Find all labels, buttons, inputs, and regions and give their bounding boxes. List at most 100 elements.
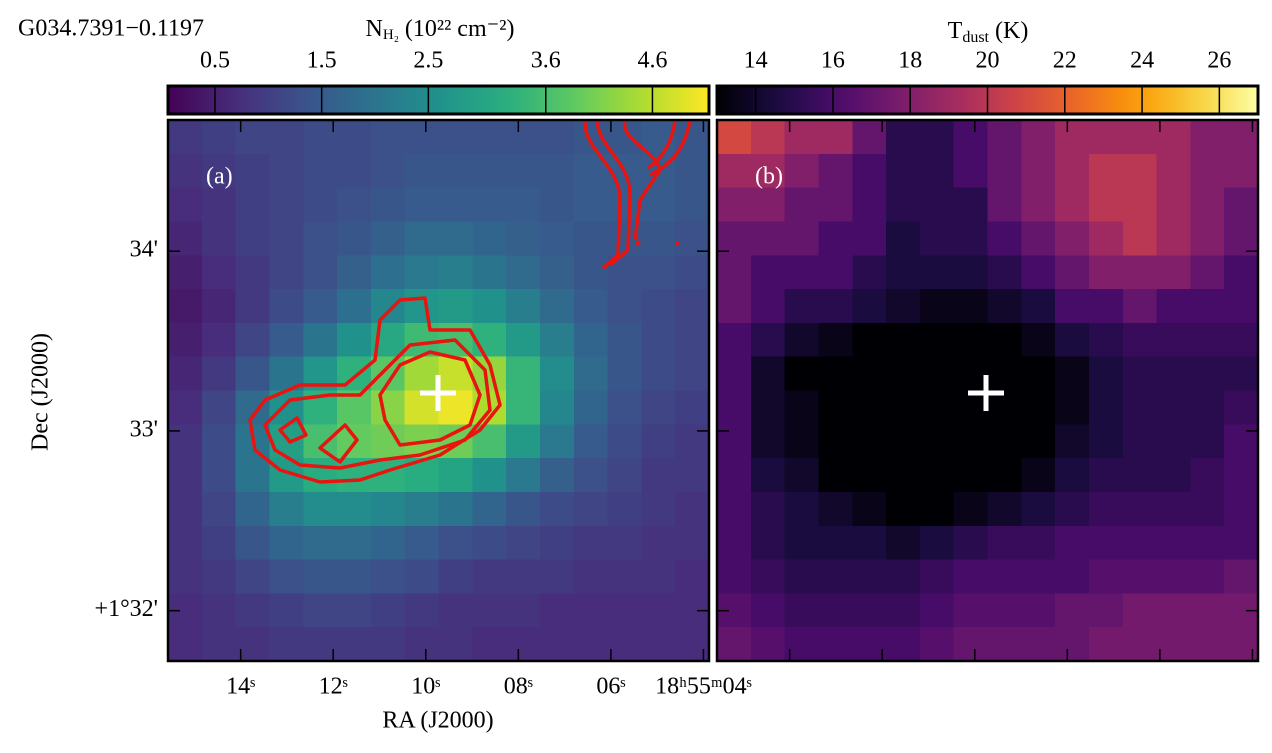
heatmap-cell	[201, 627, 237, 662]
heatmap-cell	[919, 221, 955, 256]
heatmap-cell	[1055, 491, 1090, 527]
heatmap-cell	[337, 525, 372, 561]
heatmap-cell	[539, 390, 575, 425]
heatmap-cell	[573, 627, 609, 662]
heatmap-cell	[303, 424, 338, 459]
heatmap-cell	[370, 153, 406, 189]
heatmap-cell	[168, 559, 203, 594]
heatmap-cell	[539, 627, 575, 662]
heatmap-cell	[641, 458, 676, 493]
heatmap-cell	[886, 187, 921, 223]
heatmap-cell	[1088, 559, 1124, 594]
heatmap-cell	[404, 187, 440, 223]
heatmap-cell	[784, 153, 820, 189]
heatmap-cell	[1122, 153, 1158, 189]
heatmap-cell	[987, 187, 1022, 223]
heatmap-cell	[987, 356, 1022, 392]
contour	[318, 423, 359, 464]
heatmap-cell	[784, 390, 820, 425]
heatmap-cell	[818, 390, 853, 425]
heatmap-cell	[1021, 120, 1056, 155]
heatmap-cell	[919, 289, 955, 324]
heatmap-cell	[886, 593, 921, 628]
heatmap-cell	[303, 627, 338, 662]
heatmap-cell	[818, 221, 853, 256]
heatmap-cell	[717, 458, 752, 493]
heatmap-cell	[370, 525, 406, 561]
heatmap-cell	[506, 120, 541, 155]
heatmap-cell	[1224, 289, 1259, 324]
heatmap-cell	[675, 356, 710, 392]
source-marker	[420, 375, 456, 411]
heatmap-cell	[1190, 424, 1225, 459]
heatmap-cell	[168, 491, 203, 527]
heatmap-cell	[919, 593, 955, 628]
heatmap-cell	[818, 322, 853, 358]
heatmap-cell	[818, 255, 853, 290]
heatmap-cell	[506, 390, 541, 425]
heatmap-cell	[919, 187, 955, 223]
heatmap-cell	[886, 390, 921, 425]
y-tick-label: 34'	[130, 237, 158, 263]
heatmap-cell	[852, 322, 887, 358]
heatmap-cell	[852, 525, 887, 561]
heatmap-cell	[607, 491, 642, 527]
heatmap-cell	[269, 593, 304, 628]
x-axis-label: RA (J2000)	[382, 708, 493, 734]
heatmap-cell	[919, 356, 955, 392]
heatmap-cell	[1088, 153, 1124, 189]
heatmap-cell	[404, 390, 440, 425]
heatmap-cell	[1190, 593, 1225, 628]
panel-label: (b)	[755, 164, 783, 190]
heatmap-cell	[506, 221, 541, 256]
heatmap-cell	[784, 424, 820, 459]
heatmap-cell	[987, 424, 1022, 459]
heatmap-cell	[472, 627, 507, 662]
heatmap-cell	[1021, 424, 1056, 459]
heatmap-cell	[1122, 187, 1158, 223]
heatmap-cell	[607, 458, 642, 493]
heatmap-cell	[337, 221, 372, 256]
heatmap-cell	[607, 559, 642, 594]
heatmap-cell	[539, 559, 575, 594]
heatmap-cell	[784, 491, 820, 527]
heatmap-cell	[1156, 525, 1191, 561]
contour	[278, 416, 308, 444]
heatmap-cell	[1122, 593, 1158, 628]
heatmap-cell	[641, 356, 676, 392]
heatmap-cell	[1122, 491, 1158, 527]
x-tick-label: 10ˢ	[411, 674, 440, 700]
x-tick-label: 18ʰ55ᵐ04ˢ	[655, 674, 752, 700]
heatmap-cell	[269, 559, 304, 594]
heatmap-cell	[201, 289, 237, 324]
heatmap-cell	[886, 491, 921, 527]
heatmap-cell	[269, 424, 304, 459]
heatmap-cell	[201, 424, 237, 459]
heatmap-cell	[168, 424, 203, 459]
heatmap-cell	[919, 424, 955, 459]
heatmap-cell	[539, 593, 575, 628]
heatmap-cell	[1156, 255, 1191, 290]
y-tick-label: 33'	[130, 416, 158, 442]
heatmap-cell	[852, 424, 887, 459]
heatmap-cell	[953, 525, 989, 561]
heatmap-cell	[404, 559, 440, 594]
heatmap-cell	[472, 255, 507, 290]
heatmap-cell	[539, 491, 575, 527]
heatmap-cell	[717, 525, 752, 561]
colorbar-label-base: T	[948, 18, 963, 44]
heatmap-cell	[886, 627, 921, 662]
heatmap-cell	[641, 390, 676, 425]
heatmap-cell	[1190, 120, 1225, 155]
heatmap-cell	[472, 559, 507, 594]
heatmap-cell	[1055, 390, 1090, 425]
heatmap-cell	[953, 491, 989, 527]
heatmap-cell	[1224, 120, 1259, 155]
heatmap-cell	[1088, 221, 1124, 256]
heatmap-cell	[784, 221, 820, 256]
contour	[248, 296, 502, 484]
heatmap-cell	[1055, 322, 1090, 358]
heatmap-cell	[607, 322, 642, 358]
heatmap-cell	[1122, 424, 1158, 459]
heatmap-cell	[370, 187, 406, 223]
